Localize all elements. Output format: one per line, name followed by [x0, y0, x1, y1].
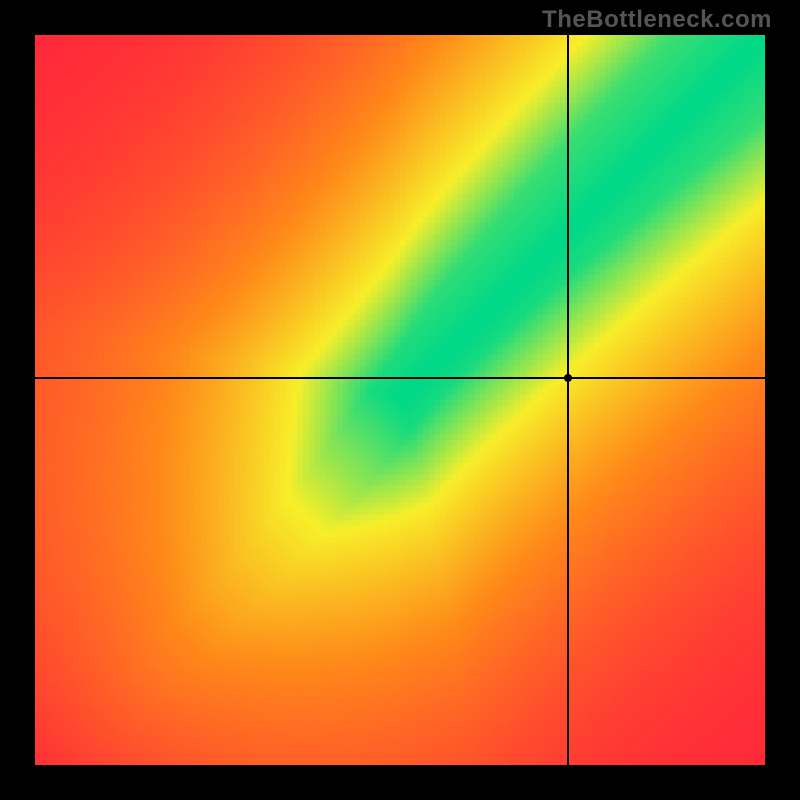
- heatmap-plot: [35, 35, 765, 765]
- crosshair-marker: [564, 374, 572, 382]
- watermark-text: TheBottleneck.com: [542, 6, 772, 34]
- crosshair-vertical: [567, 35, 569, 765]
- crosshair-horizontal: [35, 377, 765, 379]
- heatmap-canvas: [35, 35, 765, 765]
